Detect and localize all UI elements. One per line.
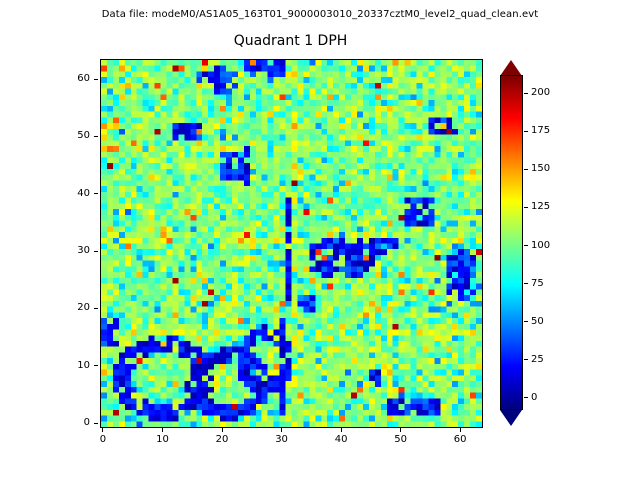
colorbar-gradient <box>500 75 523 410</box>
y-tick-label: 40 <box>77 187 90 199</box>
x-tick-label: 60 <box>453 434 467 445</box>
colorbar-tick-mark <box>524 130 528 132</box>
colorbar-tick-mark <box>524 283 528 285</box>
x-tick-label: 40 <box>334 434 348 445</box>
colorbar-tick-mark <box>524 359 528 361</box>
y-tick-label: 30 <box>77 245 90 257</box>
colorbar-tick-label: 150 <box>531 163 551 175</box>
x-tick-mark <box>400 428 402 432</box>
y-tick-label: 60 <box>77 73 90 85</box>
colorbar-tick-mark <box>524 245 528 247</box>
x-tick-mark <box>340 428 342 432</box>
y-tick-mark <box>94 135 98 137</box>
y-tick-mark <box>94 250 98 252</box>
y-tick-mark <box>94 78 98 80</box>
y-tick-label: 20 <box>77 302 90 314</box>
x-tick-label: 30 <box>275 434 288 445</box>
colorbar-tick-mark <box>524 168 528 170</box>
colorbar-tick-label: 175 <box>531 125 551 137</box>
data-file-label: Data file: modeM0/AS1A05_163T01_90000030… <box>101 9 539 20</box>
colorbar-tick-label: 125 <box>531 201 551 213</box>
x-tick-mark <box>162 428 163 432</box>
colorbar-tick-mark <box>524 206 528 208</box>
y-tick-mark <box>94 422 98 424</box>
colorbar-tick-mark <box>524 397 528 399</box>
chart-title: Quadrant 1 DPH <box>233 33 348 49</box>
colorbar-arrow-down-icon <box>500 410 522 426</box>
colorbar-tick-label: 75 <box>531 277 544 289</box>
colorbar-tick-mark <box>524 92 528 94</box>
y-tick-label: 50 <box>77 130 90 142</box>
colorbar-tick-label: 25 <box>531 353 544 365</box>
colorbar-tick-mark <box>524 321 528 323</box>
colorbar-arrow-up-icon <box>500 60 522 76</box>
colorbar-tick-label: 200 <box>531 87 551 99</box>
y-tick-label: 10 <box>77 359 90 371</box>
colorbar-tick-label: 100 <box>531 239 551 251</box>
heatmap-plot <box>100 59 483 428</box>
x-tick-mark <box>281 428 283 432</box>
x-tick-mark <box>102 428 104 432</box>
colorbar-tick-label: 0 <box>531 391 538 403</box>
y-tick-label: 0 <box>83 417 90 429</box>
y-tick-mark <box>94 193 98 195</box>
x-tick-mark <box>221 428 223 432</box>
x-tick-label: 50 <box>394 434 407 445</box>
x-tick-label: 0 <box>99 434 107 445</box>
y-tick-mark <box>94 365 98 367</box>
heatmap-canvas <box>101 60 482 427</box>
x-tick-label: 10 <box>156 434 169 445</box>
x-tick-mark <box>459 428 461 432</box>
colorbar-tick-label: 50 <box>531 315 544 327</box>
x-tick-label: 20 <box>215 434 229 445</box>
colorbar-canvas <box>501 76 522 409</box>
y-tick-mark <box>94 307 98 309</box>
